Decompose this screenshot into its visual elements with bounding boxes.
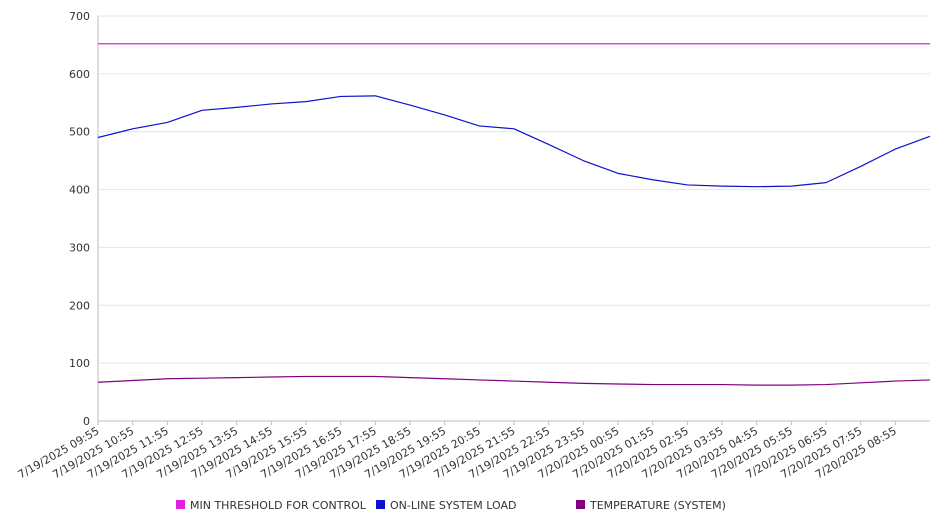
- y-tick-label: 100: [69, 357, 90, 370]
- y-tick-label: 0: [83, 415, 90, 428]
- legend-label: TEMPERATURE (SYSTEM): [589, 499, 726, 512]
- y-tick-label: 300: [69, 241, 90, 254]
- legend-label: ON-LINE SYSTEM LOAD: [390, 499, 516, 512]
- series-line-1: [97, 95, 931, 188]
- y-tick-label: 700: [69, 10, 90, 23]
- x-axis-ticks: 7/19/2025 09:557/19/2025 10:557/19/2025 …: [16, 421, 899, 481]
- legend: MIN THRESHOLD FOR CONTROL ON-LINE SYSTEM …: [176, 499, 726, 512]
- gridlines: [98, 15, 930, 364]
- legend-swatch: [176, 500, 185, 509]
- legend-swatch: [376, 500, 385, 509]
- legend-swatch: [576, 500, 585, 509]
- y-tick-label: 600: [69, 68, 90, 81]
- y-tick-label: 200: [69, 299, 90, 312]
- legend-label: MIN THRESHOLD FOR CONTROL: [190, 499, 367, 512]
- y-tick-label: 400: [69, 184, 90, 197]
- axes: [97, 16, 930, 422]
- series-line-2: [97, 375, 931, 386]
- y-tick-label: 500: [69, 126, 90, 139]
- series-lines: [97, 43, 931, 386]
- y-axis-ticks: 0 100 200 300 400 500 600 700: [69, 10, 90, 428]
